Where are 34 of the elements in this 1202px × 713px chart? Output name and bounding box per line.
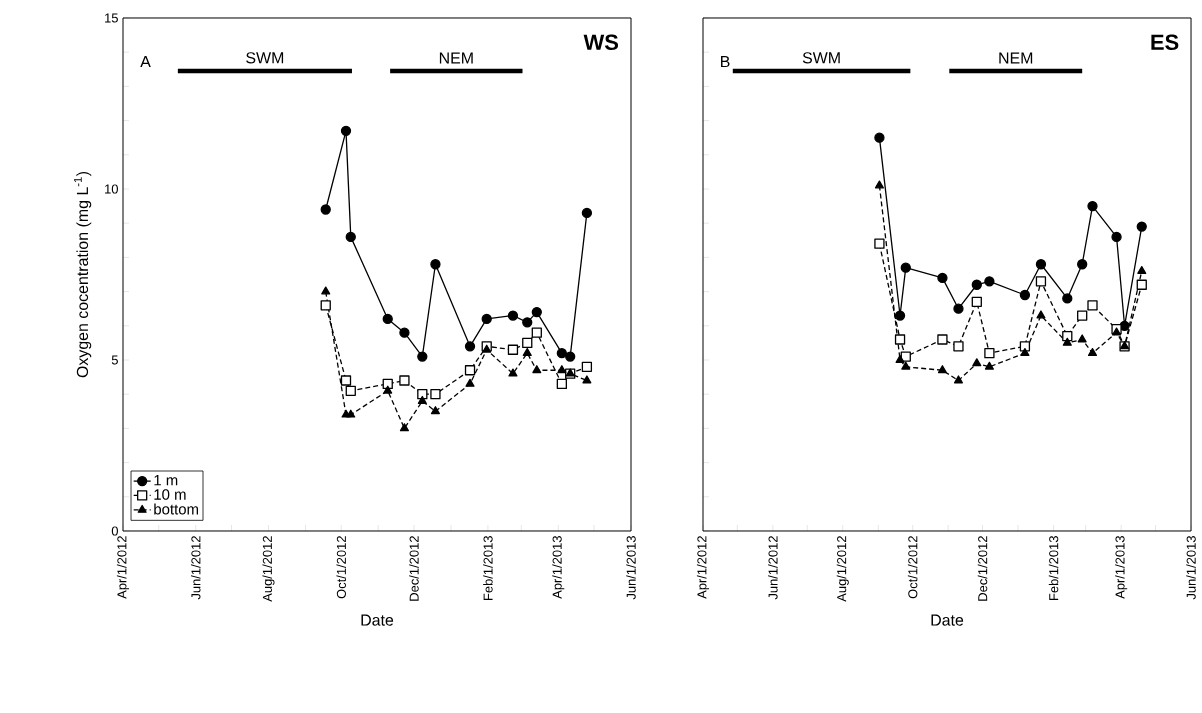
y-tick-label: 10 [105, 184, 118, 194]
series-label: SWM [246, 52, 284, 64]
y-axis-title: Oxygen cocentration (mg L$^{-1}$) [74, 171, 92, 378]
x-tick-label: Jun/1/2012 [190, 536, 201, 600]
x-tick-label: Apr/1/2012 [116, 536, 130, 599]
x-tick-label: Jun/1/2012 [768, 536, 778, 600]
x-tick-label: Jun/1/2013 [626, 536, 636, 600]
x-tick-label: Aug/1/2012 [262, 536, 275, 602]
x-tick-label: Apr/1/2013 [552, 536, 565, 599]
x-tick-label: Apr/1/2013 [1115, 536, 1128, 599]
x-tick-label: Aug/1/2012 [836, 536, 849, 602]
x-axis-title: Date [931, 614, 964, 626]
y-tick-label: 15 [105, 13, 118, 23]
x-tick-label: Apr/1/2012 [696, 536, 710, 599]
annotation: B [721, 56, 730, 68]
y-tick-label: 0 [111, 526, 118, 536]
series-label: NEM [439, 52, 473, 64]
x-tick-label: Oct/1/2012 [907, 536, 918, 599]
annotation: A [140, 56, 151, 68]
y-tick-label: 5 [111, 355, 118, 365]
x-tick-label: Dec/1/2012 [409, 536, 419, 601]
x-tick-label: Jun/1/2013 [1186, 536, 1196, 600]
x-tick-label: Feb/1/2013 [483, 536, 493, 600]
text: WS [583, 34, 619, 51]
legend-label: 10 m [154, 489, 186, 500]
x-tick-label: Feb/1/2013 [1048, 536, 1059, 600]
x-tick-label: Dec/1/2012 [977, 536, 988, 601]
series-label: SWM [802, 52, 840, 64]
x-tick-label: Oct/1/2012 [336, 536, 346, 599]
text: ES [1151, 34, 1179, 51]
legend-label: bottom [154, 503, 199, 515]
legend-label: 1 m [154, 475, 178, 486]
x-axis-title: Date [361, 614, 394, 626]
series-label: NEM [999, 52, 1033, 64]
